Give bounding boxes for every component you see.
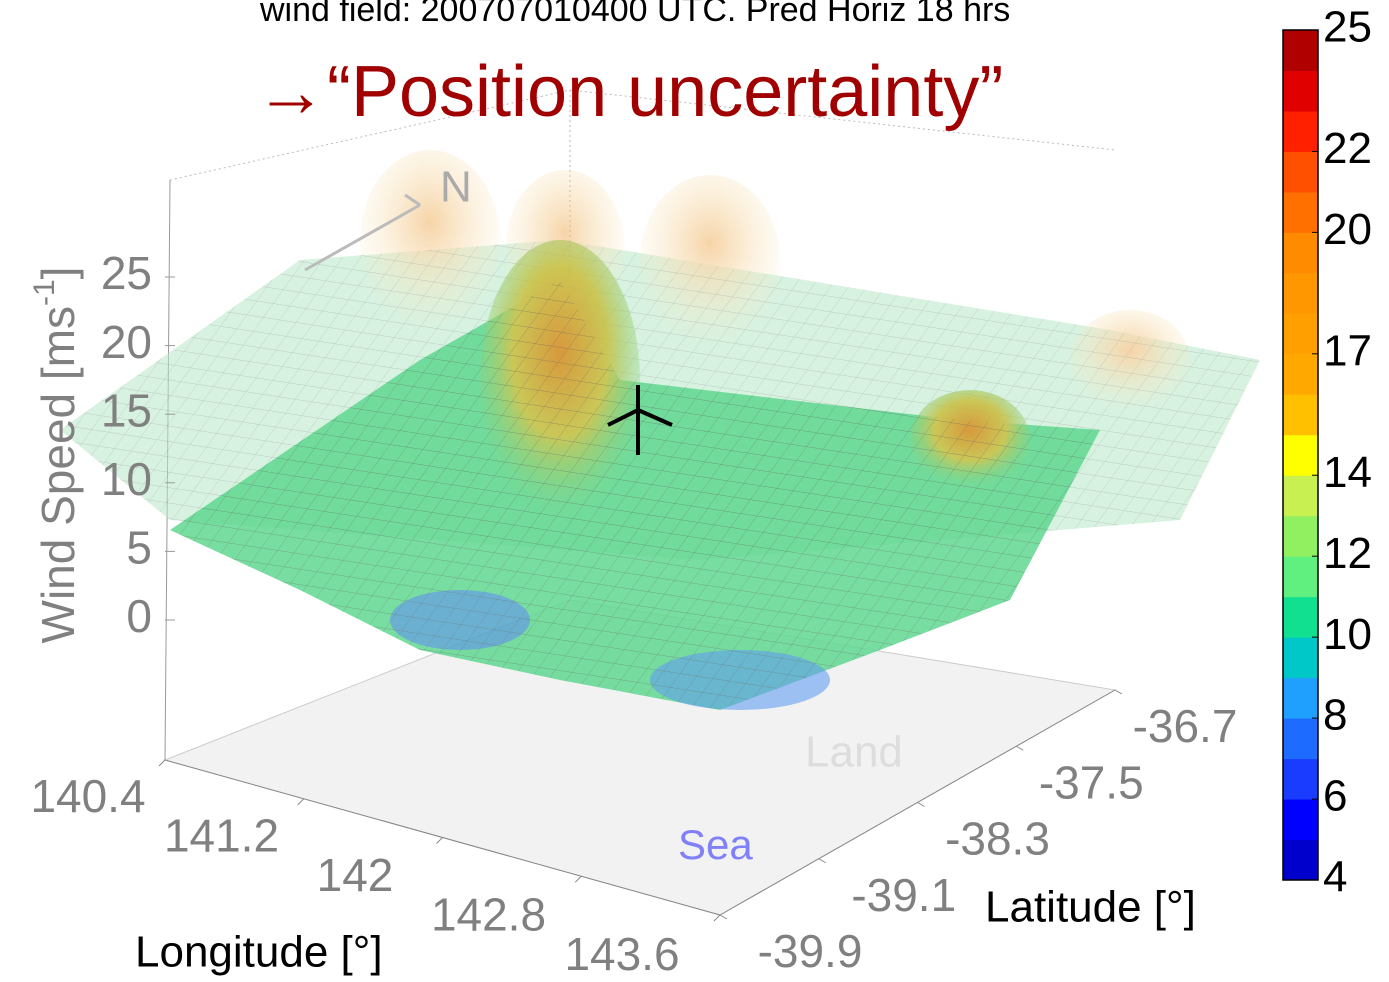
z-tick-label: 0: [126, 590, 152, 642]
z-label-sup: -1: [28, 279, 61, 306]
colorbar-tick-label: 10: [1323, 610, 1372, 659]
colorbar-segment: [1283, 353, 1318, 395]
z-tick-label: 10: [101, 453, 152, 505]
colorbar-segment: [1283, 434, 1318, 476]
colorbar-segment: [1283, 677, 1318, 719]
y-tick-label: -37.5: [1039, 756, 1144, 808]
z-tick-label: 25: [101, 247, 152, 299]
annotation: →“Position uncertainty”: [255, 52, 1003, 132]
x-tick: [158, 759, 166, 767]
colorbar-segment: [1283, 475, 1318, 517]
x-tick-label: 141.2: [164, 810, 279, 862]
x-tick: [574, 875, 582, 883]
colorbar-tick-label: 12: [1323, 529, 1372, 578]
x-tick: [436, 837, 443, 844]
y-tick: [1114, 689, 1123, 695]
y-axis-label: Latitude [°]: [985, 883, 1196, 932]
chart-title: wind field: 200707010400 UTC. Pred Horiz…: [259, 0, 1010, 29]
north-label: N: [440, 163, 472, 212]
z-tick-label: 15: [101, 384, 152, 436]
colorbar-frame: [1282, 29, 1319, 881]
x-tick: [297, 798, 305, 806]
colorbar-segment: [1283, 718, 1318, 760]
colorbar-segment: [1283, 394, 1318, 436]
y-tick-label: -38.3: [945, 813, 1050, 865]
colorbar-tick-label: 6: [1323, 772, 1347, 821]
sea-label: Sea: [678, 821, 753, 868]
z-axis-label: Wind Speed [ms-1]: [28, 267, 84, 644]
x-tick: [713, 914, 721, 922]
land-label: Land: [805, 728, 903, 777]
x-axis-label: Longitude [°]: [135, 928, 383, 977]
colorbar-segment: [1283, 151, 1318, 193]
colorbar-tick-label: 22: [1323, 124, 1372, 173]
z-tick-label: 5: [126, 522, 152, 574]
axes-box: [163, 89, 1117, 916]
x-tick-label: 143.6: [564, 928, 679, 980]
y-tick: [1016, 745, 1024, 751]
colorbar-tick-label: 17: [1323, 326, 1372, 375]
y-tick-label: -39.1: [851, 869, 956, 921]
colorbar-segment: [1283, 799, 1318, 841]
colorbar-segment: [1283, 556, 1318, 598]
z-tick-label: 20: [101, 316, 152, 368]
colorbar-tick-label: 25: [1323, 3, 1372, 52]
north-arrow: [304, 193, 421, 272]
colorbar-segment: [1283, 30, 1318, 71]
colorbar-segment: [1283, 272, 1318, 314]
colorbar-segment: [1283, 637, 1318, 679]
colorbar-tick-label: 8: [1323, 691, 1347, 740]
x-tick-label: 140.4: [30, 770, 145, 822]
surface-front: [170, 240, 1100, 710]
y-tick: [719, 914, 728, 920]
z-label-text: Wind Speed [ms: [32, 306, 84, 643]
colorbar-tick-label: 14: [1323, 448, 1372, 497]
storm-marker: [607, 385, 673, 455]
colorbar-segment: [1283, 596, 1318, 638]
y-tick: [917, 802, 925, 807]
colorbar-tick-label: 20: [1323, 205, 1372, 254]
colorbar-segment: [1283, 232, 1318, 274]
colorbar-segment: [1283, 70, 1318, 112]
z-label-close: ]: [32, 267, 84, 280]
colorbar-segment: [1283, 110, 1318, 152]
x-tick-label: 142.8: [431, 889, 546, 941]
y-tick-label: -36.7: [1133, 700, 1238, 752]
colorbar-tick-label: 4: [1323, 853, 1347, 902]
y-tick: [818, 858, 826, 864]
colorbar-segment: [1283, 839, 1318, 881]
colorbar-segment: [1283, 758, 1318, 800]
colorbar-segment: [1283, 313, 1318, 355]
colorbar-segment: [1283, 515, 1318, 557]
y-tick-label: -39.9: [758, 925, 863, 977]
x-tick-label: 142: [317, 849, 394, 901]
colorbar-segment: [1283, 191, 1318, 233]
